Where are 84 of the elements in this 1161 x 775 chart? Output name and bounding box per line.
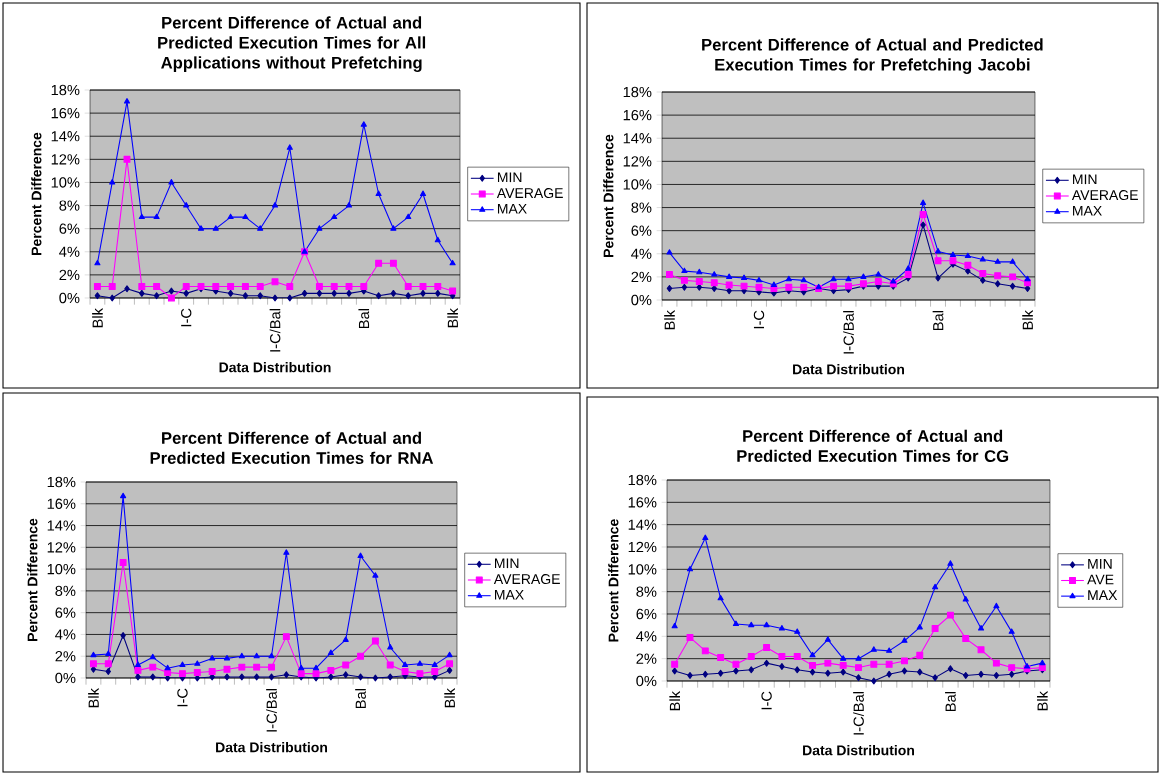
legend-label: AVERAGE [496,188,563,199]
x-tick-label: I-C [761,691,772,710]
y-axis-title: Percent Difference [603,134,614,257]
x-tick-label: Blk [92,308,103,328]
y-tick-label: 6% [59,223,80,234]
y-tick-label: 16% [47,498,76,509]
chart-title: Percent Difference of Actual and Predicted Execution Times for CG [737,429,1009,462]
x-tick-label: I-C [177,688,188,707]
legend-label: MIN [1073,174,1097,185]
y-tick-label: 10% [628,564,657,575]
y-tick-label: 16% [623,109,652,121]
y-tick-label: 12% [47,542,76,553]
chart-title: Percent Difference of Actual and Predicted Execution Times for RNA [150,431,434,464]
chart-title: Percent Difference of Actual and Predicted Execution Times for All Applications without Prefetching [158,16,426,72]
legend-label: MAX [1073,205,1102,216]
x-tick-label: Bal [932,311,944,331]
legend-label: AVERAGE [1071,190,1138,201]
y-tick-label: 10% [623,179,652,190]
legend-label: MAX [497,203,527,214]
y-tick-label: 18% [623,86,652,98]
y-axis-title: Percent Difference [31,132,42,255]
chart-title: Percent Difference of Actual and Predicted Execution Times for Prefetching Jacobi [702,38,1043,74]
y-tick-label: 8% [636,586,657,597]
x-tick-label: Blk [1022,310,1033,330]
y-tick-label: 0% [55,672,76,684]
y-tick-label: 2% [59,269,80,281]
x-tick-label: Bal [355,689,366,709]
y-tick-label: 2% [631,271,652,283]
y-tick-label: 10% [51,177,80,188]
y-tick-label: 8% [631,202,652,213]
legend-label: AVERAGE [493,574,560,585]
y-axis-title: Percent Difference [608,519,619,642]
y-tick-label: 14% [623,133,652,144]
y-tick-label: 0% [636,675,657,687]
x-axis-title: Data Distribution [803,745,914,756]
y-tick-label: 14% [628,519,657,530]
x-tick-label: Blk [664,310,675,330]
x-tick-label: Blk [447,308,458,328]
y-tick-label: 18% [628,474,657,486]
x-tick-label: Blk [444,688,455,708]
y-tick-label: 2% [636,653,657,664]
legend-label: MAX [495,589,524,600]
y-tick-label: 4% [631,248,652,259]
y-axis-title: Percent Difference [27,518,38,641]
legend-label: AVE [1087,574,1114,585]
y-tick-label: 12% [628,541,657,553]
y-tick-label: 0% [631,294,652,306]
y-tick-label: 16% [628,497,657,508]
y-tick-label: 4% [59,246,80,257]
x-tick-label: I-C [181,308,192,327]
legend-label: MIN [1088,559,1112,569]
x-axis-title: Data Distribution [216,742,328,753]
y-tick-label: 0% [59,292,80,304]
y-tick-label: 8% [59,200,80,211]
x-tick-label: I-C [753,310,765,329]
y-tick-label: 8% [55,585,76,597]
x-axis-title: Data Distribution [793,364,904,375]
y-tick-label: 12% [51,154,80,165]
y-tick-label: 14% [47,520,76,531]
y-tick-label: 6% [55,607,76,618]
y-tick-label: 2% [55,651,76,662]
y-tick-label: 16% [51,107,80,119]
y-tick-label: 10% [47,563,76,575]
x-tick-label: Bal [945,692,956,712]
x-tick-label: Blk [1037,691,1048,711]
x-tick-label: Blk [88,688,99,708]
x-tick-label: I-C/Bal [269,309,281,352]
x-tick-label: Blk [669,691,680,711]
x-axis-title: Data Distribution [219,362,331,373]
y-tick-label: 6% [631,225,652,236]
y-tick-label: 12% [623,156,652,167]
x-tick-label: Bal [358,309,370,329]
y-tick-label: 18% [51,84,80,96]
x-tick-label: I-C/Bal [266,689,277,732]
legend-label: MAX [1088,590,1118,600]
y-tick-label: 6% [636,608,657,620]
x-tick-label: I-C/Bal [853,692,864,735]
y-tick-label: 4% [636,631,657,642]
y-tick-label: 4% [55,629,76,640]
y-tick-label: 18% [47,476,76,488]
x-tick-label: I-C/Bal [843,311,854,354]
legend-label: MIN [497,172,522,183]
legend-label: MIN [495,558,519,569]
y-tick-label: 14% [51,131,80,142]
